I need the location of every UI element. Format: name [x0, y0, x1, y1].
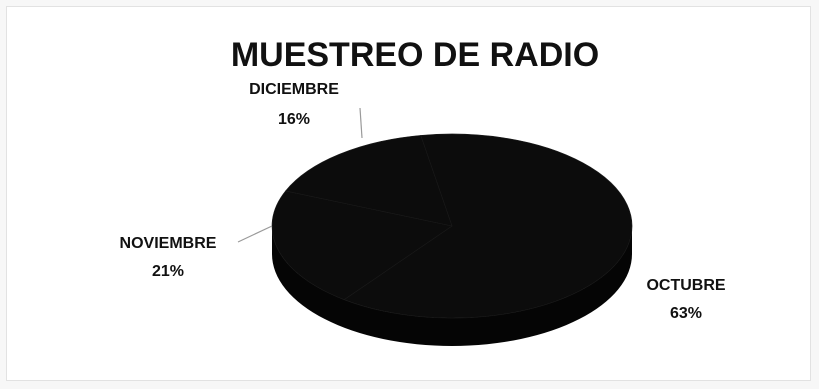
- slice-label-octubre: OCTUBRE: [646, 277, 725, 294]
- label-group: OCTUBRE 63% NOVIEMBRE 21% DICIEMBRE 16%: [120, 81, 726, 322]
- pie-slice-diciembre: [285, 135, 453, 227]
- pie-top-group: [271, 133, 633, 319]
- slice-percent-octubre: 63%: [670, 305, 702, 322]
- pie-side-wall: [272, 226, 632, 346]
- slice-percent-noviembre: 21%: [152, 263, 184, 280]
- leader-line-diciembre: [359, 107, 363, 139]
- chart-title: MUESTREO DE RADIO: [231, 36, 599, 74]
- pie-slice-noviembre: [271, 190, 453, 301]
- leader-line-noviembre: [237, 225, 273, 243]
- slice-percent-diciembre: 16%: [278, 111, 310, 128]
- slice-label-noviembre: NOVIEMBRE: [120, 235, 217, 252]
- slice-label-diciembre: DICIEMBRE: [249, 81, 339, 98]
- leader-line-group: [237, 107, 363, 243]
- pie-side-group: [272, 226, 632, 346]
- pie-slice-octubre: [343, 133, 633, 319]
